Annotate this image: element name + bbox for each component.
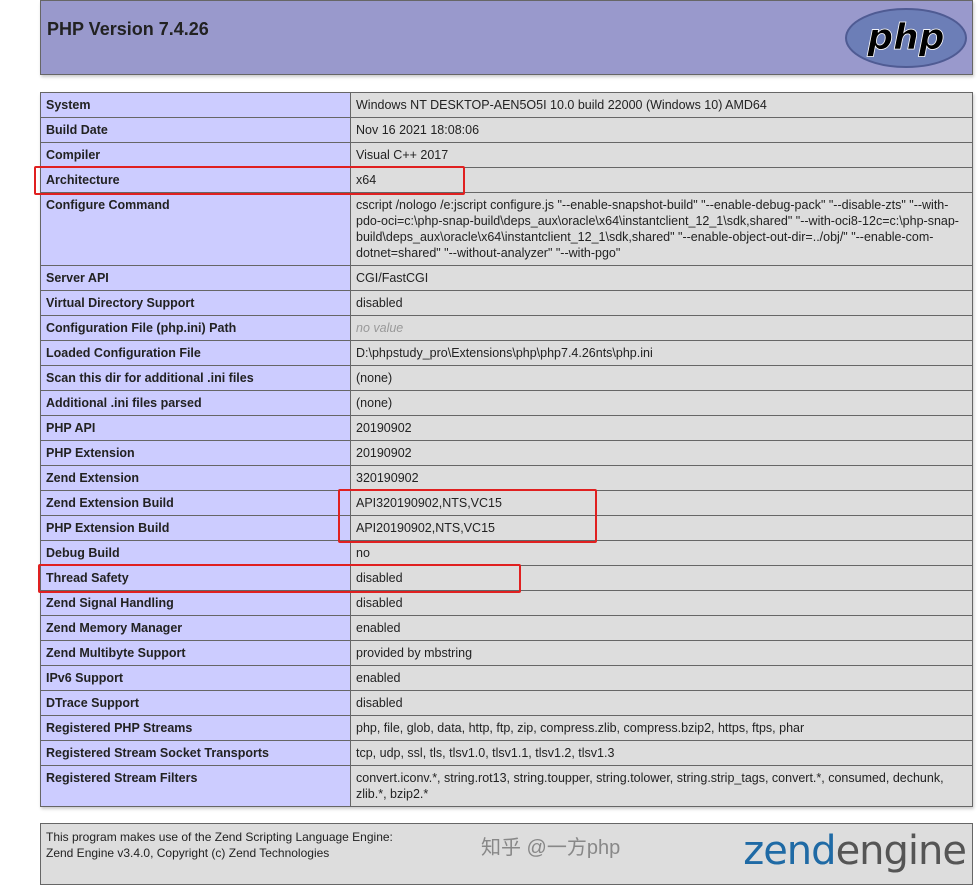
php-version-header: PHP Version 7.4.26 php xyxy=(40,0,973,75)
row-label: Build Date xyxy=(40,117,351,143)
row-value: no value xyxy=(350,315,973,341)
table-row: Loaded Configuration File D:\phpstudy_pro… xyxy=(40,340,973,366)
row-value: provided by mbstring xyxy=(350,640,973,666)
row-value: x64 xyxy=(350,167,973,193)
row-value: disabled xyxy=(350,290,973,316)
table-row: Scan this dir for additional .ini files(… xyxy=(40,365,973,391)
row-label: Compiler xyxy=(40,142,351,168)
table-row: Debug Build no xyxy=(40,540,973,566)
row-label: Thread Safety xyxy=(40,565,351,591)
table-row: Registered Stream Filters convert.iconv.*… xyxy=(40,765,973,807)
table-row: Zend Extension Build API320190902,NTS,VC1… xyxy=(40,490,973,516)
highlight-thread-safety xyxy=(38,563,521,593)
footer-line1: This program makes use of the Zend Scrip… xyxy=(46,830,393,844)
row-value: Visual C++ 2017 xyxy=(350,142,973,168)
zend-footer: This program makes use of the Zend Scrip… xyxy=(40,823,973,885)
row-label: Additional .ini files parsed xyxy=(40,390,351,416)
row-value: (none) xyxy=(350,390,973,416)
row-label: Configuration File (php.ini) Path xyxy=(40,315,351,341)
row-value: tcp, udp, ssl, tls, tlsv1.0, tlsv1.1, tl… xyxy=(350,740,973,766)
no-value: no value xyxy=(356,321,404,335)
row-label: Registered Stream Filters xyxy=(40,765,351,807)
row-value: API320190902,NTS,VC15 xyxy=(350,490,973,516)
page-title: PHP Version 7.4.26 xyxy=(47,19,209,39)
row-label: Zend Extension xyxy=(40,465,351,491)
table-row: Registered Stream Socket Transports tcp, … xyxy=(40,740,973,766)
table-row: IPv6 Support enabled xyxy=(40,665,973,691)
row-label: Zend Signal Handling xyxy=(40,590,351,616)
row-value: Nov 16 2021 18:08:06 xyxy=(350,117,973,143)
row-value: enabled xyxy=(350,665,973,691)
row-value: no xyxy=(350,540,973,566)
highlight-architecture xyxy=(34,165,465,195)
row-value: convert.iconv.*, string.rot13, string.to… xyxy=(350,765,973,807)
table-row: System Windows NT DESKTOP-AEN5O5I 10.0 bu… xyxy=(40,92,973,118)
watermark: 知乎 @一方php xyxy=(481,837,621,859)
table-row: Zend Signal Handling disabled xyxy=(40,590,973,616)
highlight-extension-build xyxy=(338,488,597,543)
row-value: 20190902 xyxy=(350,415,973,441)
footer-line2: Zend Engine v3.4.0, Copyright (c) Zend T… xyxy=(46,846,330,860)
row-value: enabled xyxy=(350,615,973,641)
row-value: cscript /nologo /e:jscript configure.js … xyxy=(350,192,973,266)
table-row: Zend Memory Manager enabled xyxy=(40,615,973,641)
row-label: Registered Stream Socket Transports xyxy=(40,740,351,766)
table-row: Build Date Nov 16 2021 18:08:06 xyxy=(40,117,973,143)
table-row: DTrace Support disabled xyxy=(40,690,973,716)
table-row: Registered PHP Streams php, file, glob, d… xyxy=(40,715,973,741)
row-value: CGI/FastCGI xyxy=(350,265,973,291)
row-value: disabled xyxy=(350,565,973,591)
row-value: disabled xyxy=(350,690,973,716)
table-row: Server API CGI/FastCGI xyxy=(40,265,973,291)
row-value: 320190902 xyxy=(350,465,973,491)
table-row: Virtual Directory Support disabled xyxy=(40,290,973,316)
row-label: Zend Memory Manager xyxy=(40,615,351,641)
row-label: Scan this dir for additional .ini files xyxy=(40,365,351,391)
table-row: Configuration File (php.ini) Path no valu… xyxy=(40,315,973,341)
row-label: Registered PHP Streams xyxy=(40,715,351,741)
php-logo: php xyxy=(845,8,967,68)
row-label: Zend Extension Build xyxy=(40,490,351,516)
row-label: System xyxy=(40,92,351,118)
row-label: PHP Extension xyxy=(40,440,351,466)
row-value: (none) xyxy=(350,365,973,391)
table-row: Thread Safety disabled xyxy=(40,565,973,591)
row-label: Zend Multibyte Support xyxy=(40,640,351,666)
svg-text:php: php xyxy=(866,17,944,58)
table-row: PHP Extension Build API20190902,NTS,VC15 xyxy=(40,515,973,541)
row-label: Loaded Configuration File xyxy=(40,340,351,366)
row-label: PHP API xyxy=(40,415,351,441)
row-value: php, file, glob, data, http, ftp, zip, c… xyxy=(350,715,973,741)
row-value: disabled xyxy=(350,590,973,616)
table-row: Zend Multibyte Support provided by mbstri… xyxy=(40,640,973,666)
row-label: PHP Extension Build xyxy=(40,515,351,541)
row-label: Server API xyxy=(40,265,351,291)
php-info-table: System Windows NT DESKTOP-AEN5O5I 10.0 bu… xyxy=(40,92,973,807)
row-value: API20190902,NTS,VC15 xyxy=(350,515,973,541)
zend-engine-logo: zendengine xyxy=(743,828,967,874)
row-label: DTrace Support xyxy=(40,690,351,716)
table-row: PHP Extension 20190902 xyxy=(40,440,973,466)
row-label: Debug Build xyxy=(40,540,351,566)
row-label: IPv6 Support xyxy=(40,665,351,691)
row-value: Windows NT DESKTOP-AEN5O5I 10.0 build 22… xyxy=(350,92,973,118)
row-value: 20190902 xyxy=(350,440,973,466)
table-row: Configure Command cscript /nologo /e:jscr… xyxy=(40,192,973,266)
row-label: Configure Command xyxy=(40,192,351,266)
table-row: PHP API 20190902 xyxy=(40,415,973,441)
row-label: Architecture xyxy=(40,167,351,193)
table-row: Zend Extension 320190902 xyxy=(40,465,973,491)
row-label: Virtual Directory Support xyxy=(40,290,351,316)
table-row: Architecture x64 xyxy=(40,167,973,193)
table-row: Additional .ini files parsed (none) xyxy=(40,390,973,416)
table-row: Compiler Visual C++ 2017 xyxy=(40,142,973,168)
row-value: D:\phpstudy_pro\Extensions\php\php7.4.26… xyxy=(350,340,973,366)
